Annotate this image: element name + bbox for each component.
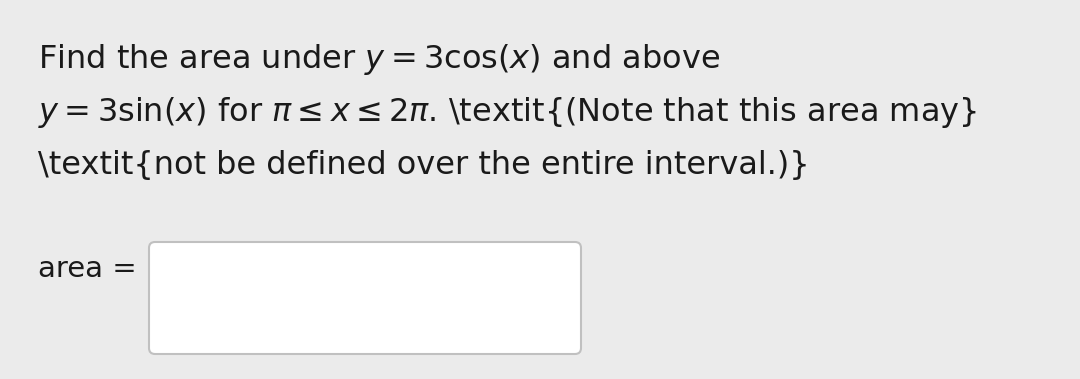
Text: \textit{not be defined over the entire interval.)}: \textit{not be defined over the entire i…	[38, 150, 810, 181]
Text: area =: area =	[38, 255, 137, 283]
FancyBboxPatch shape	[149, 242, 581, 354]
Text: Find the area under $y = 3\cos(x)$ and above: Find the area under $y = 3\cos(x)$ and a…	[38, 42, 720, 77]
Text: $y = 3\sin(x)$ for $\pi \leq x \leq 2\pi$. \textit{(Note that this area may}: $y = 3\sin(x)$ for $\pi \leq x \leq 2\pi…	[38, 95, 977, 130]
